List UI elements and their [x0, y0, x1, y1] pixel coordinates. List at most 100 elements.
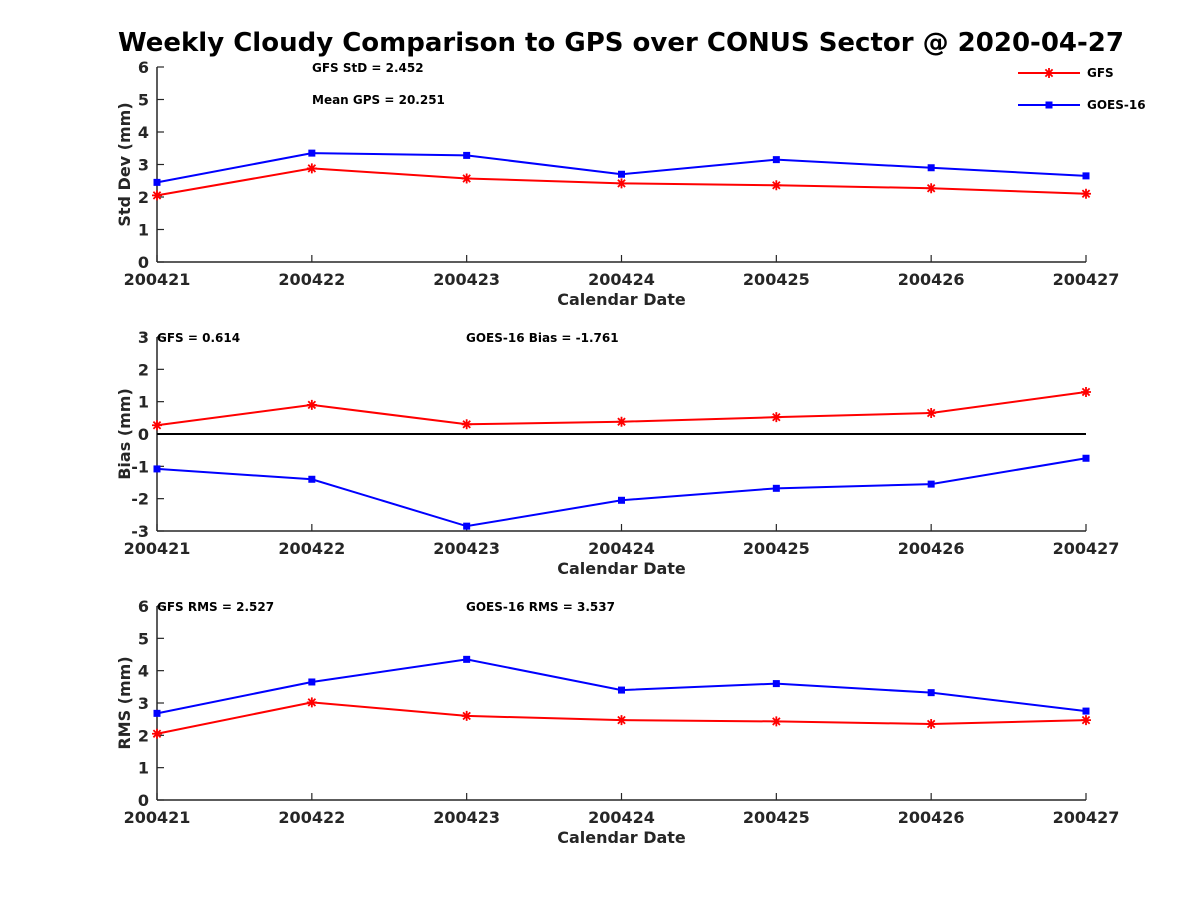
y-tick-label: 0 [138, 425, 149, 444]
y-tick-label: 2 [138, 188, 149, 207]
data-point-gfs [152, 728, 162, 739]
x-axis-label: Calendar Date [557, 559, 686, 578]
series-line-goes16 [156, 152, 1087, 184]
y-tick-label: 5 [138, 91, 149, 110]
data-point-gfs [771, 180, 782, 191]
y-tick-label: -3 [131, 522, 149, 541]
chart-title: Weekly Cloudy Comparison to GPS over CON… [118, 28, 1124, 58]
data-point-gfs [616, 178, 627, 189]
y-tick-label: 2 [138, 360, 149, 379]
x-tick-label: 200427 [1053, 270, 1120, 289]
y-tick-label: 0 [138, 791, 149, 810]
legend-marker-gfs [1044, 68, 1054, 78]
x-tick-label: 200427 [1053, 539, 1120, 558]
y-tick-label: 3 [138, 328, 149, 347]
x-tick-label: 200423 [433, 808, 500, 827]
annotation: GFS RMS = 2.527 [157, 600, 274, 614]
x-tick-label: 200425 [743, 539, 810, 558]
data-point-goes16 [308, 475, 316, 483]
annotation: GFS = 0.614 [157, 331, 240, 345]
x-tick-label: 200422 [278, 270, 345, 289]
data-point-goes16 [463, 151, 471, 159]
data-point-goes16 [153, 709, 161, 717]
data-point-gfs [926, 719, 937, 730]
data-point-goes16 [927, 689, 935, 697]
y-tick-label: 6 [138, 597, 149, 616]
x-tick-label: 200421 [124, 539, 191, 558]
data-point-goes16 [618, 496, 625, 504]
data-point-goes16 [308, 678, 316, 686]
y-tick-label: 1 [138, 221, 149, 240]
data-point-gfs [1081, 188, 1091, 199]
x-tick-label: 200423 [433, 539, 500, 558]
y-tick-label: 6 [138, 58, 149, 77]
data-point-goes16 [618, 170, 625, 178]
data-point-goes16 [927, 480, 935, 488]
legend-label-gfs: GFS [1087, 66, 1114, 80]
annotation: Mean GPS = 20.251 [312, 93, 445, 107]
annotation: GOES-16 Bias = -1.761 [466, 331, 619, 345]
y-tick-label: 3 [138, 694, 149, 713]
data-point-gfs [461, 173, 472, 184]
y-tick-label: -2 [131, 490, 149, 509]
data-point-goes16 [927, 164, 935, 172]
x-tick-label: 200424 [588, 270, 655, 289]
data-point-goes16 [1082, 172, 1090, 180]
y-tick-label: 1 [138, 759, 149, 778]
data-point-gfs [1081, 386, 1091, 397]
data-point-gfs [461, 710, 472, 721]
y-axis-label: Bias (mm) [115, 388, 134, 480]
x-tick-label: 200423 [433, 270, 500, 289]
x-tick-label: 200424 [588, 539, 655, 558]
y-axis-label: Std Dev (mm) [115, 102, 134, 226]
x-tick-label: 200421 [124, 808, 191, 827]
x-tick-label: 200427 [1053, 808, 1120, 827]
x-tick-label: 200421 [124, 270, 191, 289]
x-tick-label: 200425 [743, 270, 810, 289]
y-tick-label: 3 [138, 156, 149, 175]
data-point-gfs [771, 716, 782, 727]
data-point-gfs [306, 163, 317, 174]
data-point-goes16 [308, 149, 316, 157]
y-tick-label: 5 [138, 629, 149, 648]
x-tick-label: 200422 [278, 808, 345, 827]
data-point-gfs [152, 190, 162, 201]
annotation: GFS StD = 2.452 [312, 61, 424, 75]
data-point-goes16 [153, 465, 161, 473]
x-axis-label: Calendar Date [557, 290, 686, 309]
data-point-gfs [1081, 715, 1091, 726]
data-point-gfs [771, 412, 782, 423]
x-tick-label: 200424 [588, 808, 655, 827]
x-tick-label: 200426 [898, 808, 965, 827]
data-point-goes16 [1082, 707, 1090, 715]
data-point-gfs [152, 420, 162, 431]
data-point-goes16 [772, 680, 780, 688]
x-axis-label: Calendar Date [557, 828, 686, 847]
x-tick-label: 200425 [743, 808, 810, 827]
y-tick-label: 4 [138, 662, 149, 681]
data-point-gfs [926, 183, 937, 194]
data-point-gfs [306, 399, 317, 410]
data-point-gfs [461, 419, 472, 430]
annotation: GOES-16 RMS = 3.537 [466, 600, 615, 614]
y-tick-label: 0 [138, 253, 149, 272]
data-point-goes16 [463, 522, 471, 530]
data-point-goes16 [463, 655, 471, 663]
data-point-goes16 [618, 686, 625, 694]
y-tick-label: 1 [138, 393, 149, 412]
x-tick-label: 200422 [278, 539, 345, 558]
data-point-goes16 [772, 484, 780, 492]
y-tick-label: 4 [138, 123, 149, 142]
data-point-gfs [926, 407, 937, 418]
y-tick-label: -1 [131, 457, 149, 476]
legend-marker-goes16 [1045, 101, 1053, 109]
x-tick-label: 200426 [898, 539, 965, 558]
legend-label-goes16: GOES-16 [1087, 98, 1146, 112]
data-point-goes16 [1082, 454, 1090, 462]
series-line-goes16 [156, 457, 1087, 528]
y-tick-label: 2 [138, 726, 149, 745]
y-axis-label: RMS (mm) [115, 656, 134, 749]
data-point-gfs [616, 416, 627, 427]
data-point-gfs [306, 697, 317, 708]
